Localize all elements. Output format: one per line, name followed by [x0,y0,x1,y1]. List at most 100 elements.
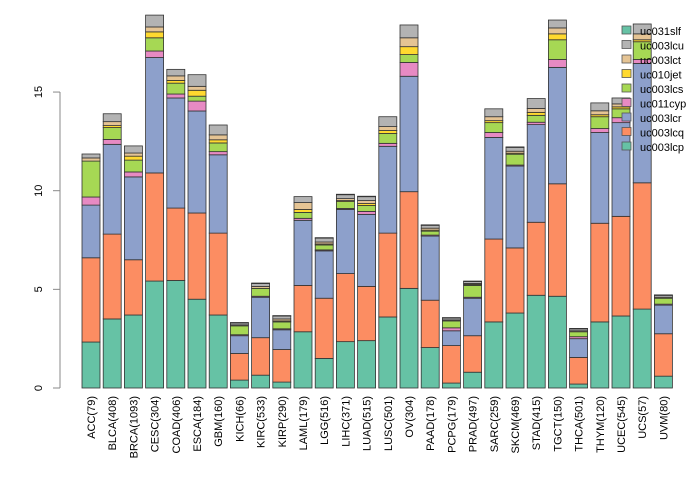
x-tick-label: STAD(415) [531,396,543,450]
x-tick-label: ESCA(184) [192,396,204,452]
bar-segment-uc003lcr [654,304,673,335]
bar-stack [251,282,271,389]
bar-stack [208,124,228,389]
bar-segment-uc011cyp [166,93,186,99]
bar-segment-uc003lcu [102,113,122,123]
legend-label: uc011cyp [640,99,686,111]
bar-stack [293,196,313,389]
bar-stack [272,315,292,389]
bar-segment-uc010jet [526,111,546,116]
x-tick-label: PCPG(179) [446,396,458,453]
bar-segment-uc003lcr [590,132,610,224]
bar-segment-uc003lcs [590,116,610,129]
bar-segment-uc003lct [145,26,165,33]
bar-segment-uc003lcu [81,153,101,159]
bar-segment-uc003lcu [590,102,610,112]
bar-segment-uc010jet [166,80,186,84]
bar-segment-uc003lcs [484,122,504,133]
bar-segment-uc011cyp [102,139,122,145]
bar-segment-uc003lcs [229,325,249,336]
x-tick-label: SKCM(469) [510,396,522,453]
bar-segment-uc003lcu [548,19,567,29]
bar-segment-uc003lcr [441,330,461,346]
x-tick-label: LIHC(371) [340,396,352,447]
bar-segment-uc003lct [187,85,207,91]
bar-segment-uc003lcq [484,238,504,323]
legend-label: uc010jet [640,70,682,82]
legend-swatch [621,54,632,64]
bar-segment-uc003lcp [166,280,186,389]
bar-segment-uc003lcp [526,294,546,389]
legend-swatch [621,141,632,151]
bar-segment-uc003lcs [420,230,440,236]
bar-segment-uc003lcu [505,146,525,152]
bar-segment-uc003lcu [357,196,377,201]
legend-label: uc003lcs [640,84,684,96]
bar-segment-uc011cyp [208,151,228,156]
bar-segment-uc003lcq [314,297,334,359]
bar-segment-uc003lcq [208,232,228,316]
bar-segment-uc003lcp [654,375,673,389]
bar-stack [420,224,440,389]
bar-stack [145,14,165,389]
bar-segment-uc003lcq [590,222,610,323]
bar-segment-uc031slf [505,146,525,148]
bar-segment-uc010jet [378,130,398,134]
bar-segment-uc003lcs [654,297,673,305]
bar-segment-uc003lcq [145,172,165,282]
bar-stack [569,328,588,389]
bar-segment-uc003lcp [102,318,122,389]
bar-segment-uc003lcp [505,312,525,389]
bar-segment-uc031slf [357,195,377,198]
bar-segment-uc003lct [293,202,313,210]
bar-segment-uc003lct [399,37,419,48]
bar-segment-uc003lcp [357,340,377,389]
bar-segment-uc003lcr [484,137,504,240]
bar-segment-uc003lct [208,134,228,141]
bar-stack [484,108,504,389]
bar-segment-uc003lcq [124,259,143,316]
y-tick-label: 10 [33,185,45,197]
bar-segment-uc003lcs [505,153,525,166]
bar-segment-uc003lcs [124,159,143,173]
bar-segment-uc003lct [102,121,122,126]
bar-segment-uc011cyp [590,128,610,133]
x-tick-label: LUAD(515) [362,396,374,451]
y-tick-label: 5 [33,286,45,292]
bar-segment-uc003lcr [166,97,186,209]
bar-segment-uc003lcr [272,329,292,350]
bar-segment-uc031slf [654,294,673,296]
y-axis: 0 5 10 15 [33,86,61,391]
bar-stack [548,19,567,389]
x-tick-label: LAML(179) [298,396,310,450]
x-tick-label: KIRC(533) [256,396,268,448]
bar-segment-uc003lcs [399,54,419,63]
bar-stack [378,116,398,389]
legend-swatch [621,25,632,35]
bar-segment-uc031slf [314,237,334,239]
bar-segment-uc011cyp [187,100,207,112]
bar-segment-uc003lcq [441,345,461,384]
bar-segment-uc003lcr [569,338,588,358]
bar-segment-uc003lcp [293,331,313,389]
legend-swatch [621,83,632,93]
y-tick-label: 15 [33,86,45,98]
bar-stack [229,322,249,389]
bar-segment-uc003lcp [399,287,419,389]
bar-segment-uc003lcp [569,383,588,389]
bar-segment-uc003lcq [611,215,631,317]
bar-segment-uc003lcu [124,145,143,154]
bar-segment-uc003lcr [293,219,313,286]
bar-segment-uc003lcs [145,37,165,52]
bar-segment-uc003lcr [357,213,377,287]
bar-segment-uc003lcq [548,183,567,297]
bar-segment-uc031slf [420,224,440,226]
bar-segment-uc003lcr [505,165,525,249]
bar-segment-uc003lcq [293,285,313,333]
bar-stack [166,68,186,389]
x-tick-label: THYM(120) [595,396,607,453]
bar-segment-uc003lcu [187,74,207,87]
bar-segment-uc003lct [81,157,101,162]
bar-segment-uc003lcq [505,247,525,314]
bar-segment-uc003lcq [81,257,101,343]
